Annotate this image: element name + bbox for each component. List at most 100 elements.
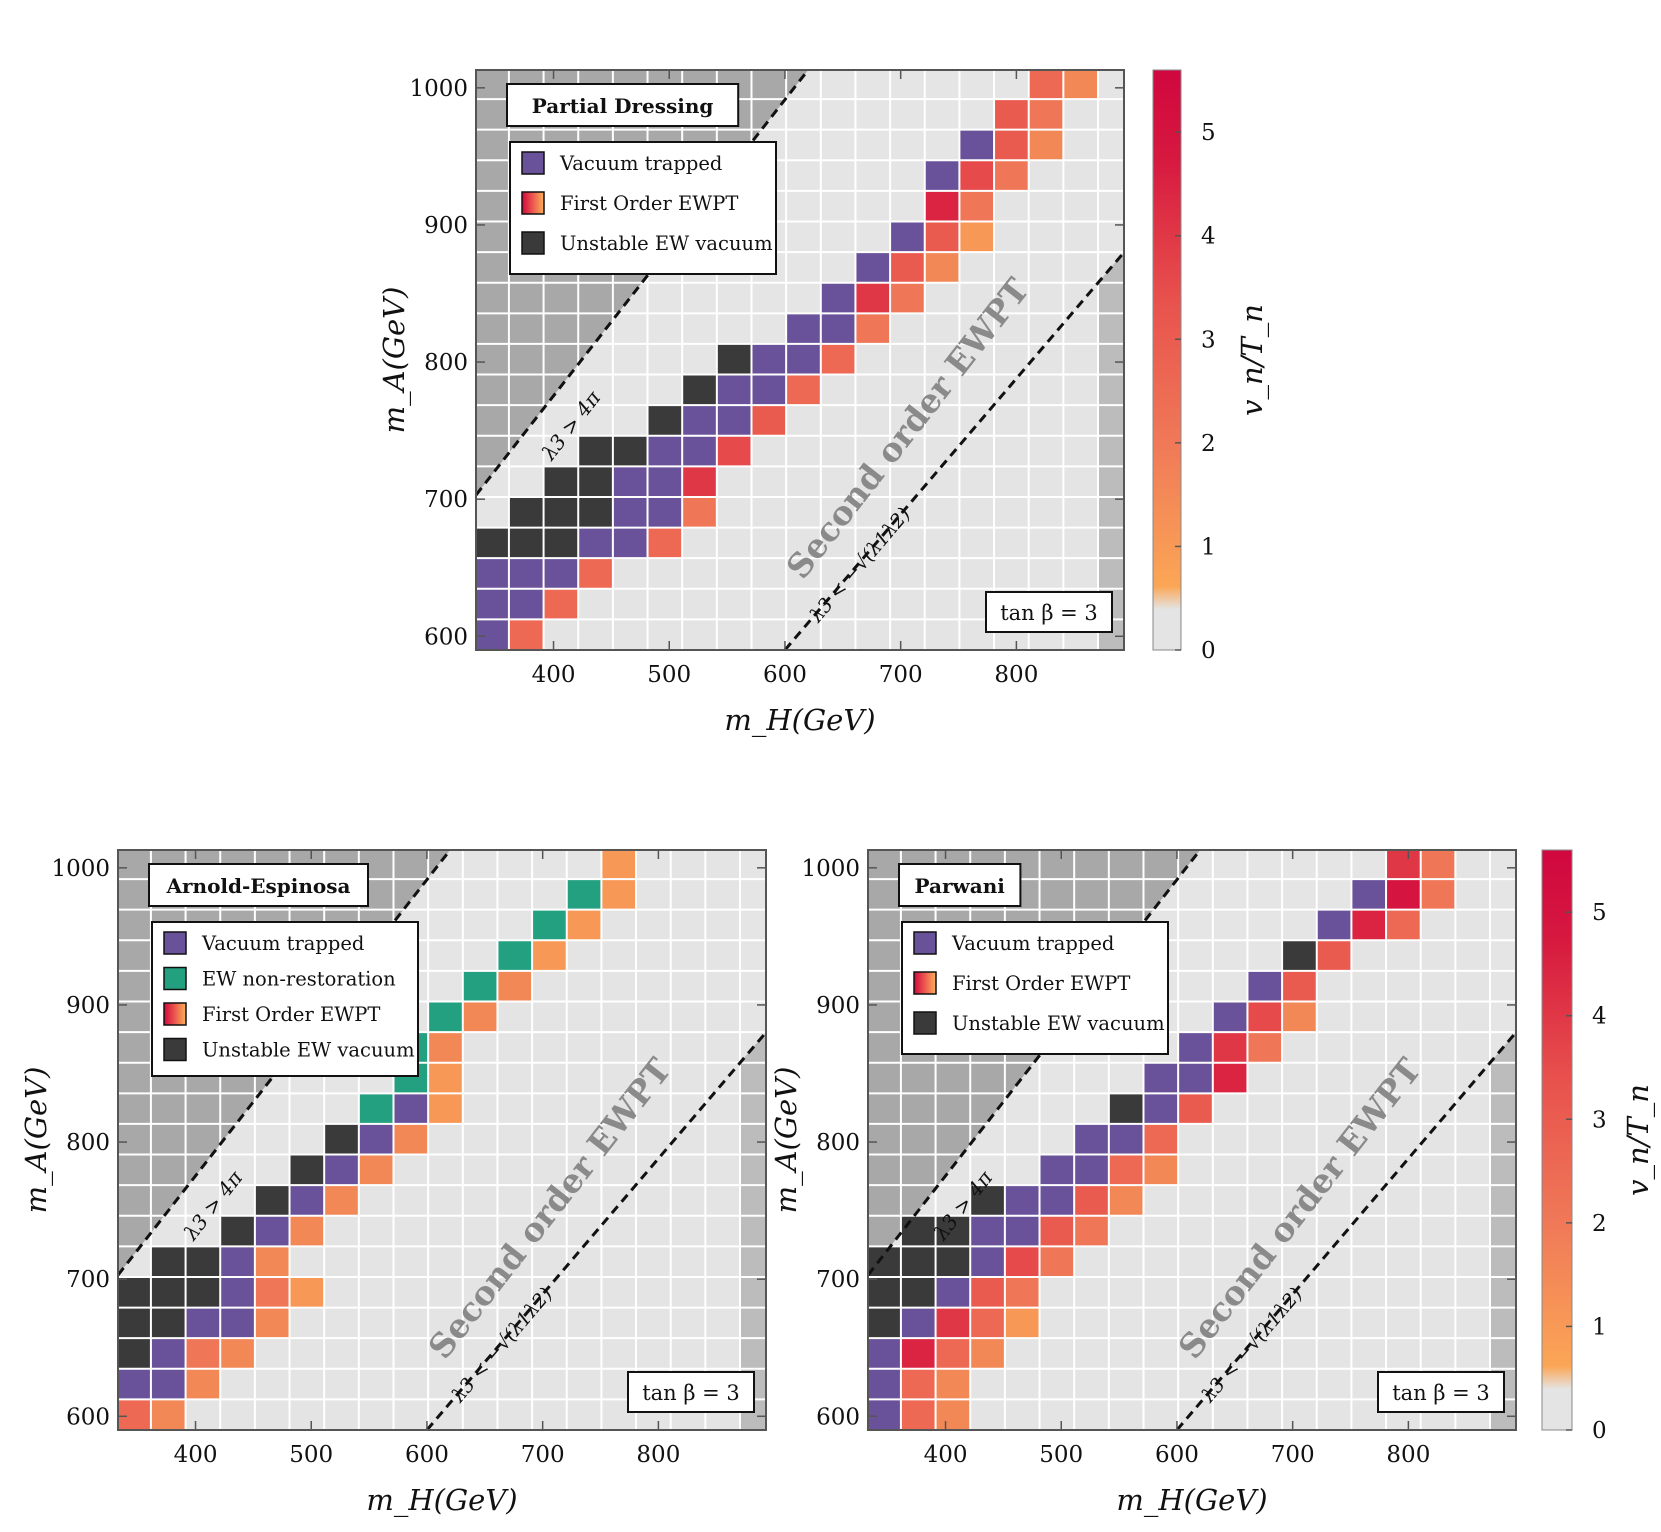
heatmap-cell: [393, 1307, 429, 1339]
y-axis-label: m_A(GeV): [769, 1067, 804, 1214]
heatmap-cell: [890, 374, 925, 406]
heatmap-cell: [1420, 1062, 1456, 1094]
heatmap-cell: [868, 1368, 901, 1400]
heatmap-cell: [935, 1246, 971, 1277]
heatmap-cell: [358, 1093, 394, 1124]
panel-title-box: Arnold-Espinosa: [148, 863, 369, 907]
heatmap-cell: [705, 1185, 741, 1216]
heatmap-cell: [462, 1368, 498, 1400]
heatmap-cell: [324, 1338, 359, 1369]
heatmap-cell: [428, 1185, 463, 1216]
heatmap-cell: [1028, 160, 1064, 191]
heatmap-cell: [716, 374, 752, 406]
heatmap-cell: [855, 558, 891, 589]
heatmap-cell: [1316, 1062, 1352, 1094]
heatmap-cell: [543, 527, 579, 559]
heatmap-cell: [924, 313, 960, 344]
heatmap-cell: [118, 1307, 151, 1339]
heatmap-cell: [532, 909, 567, 941]
heatmap-cell: [682, 527, 717, 559]
heatmap-cell: [820, 435, 856, 467]
heatmap-cell: [890, 282, 925, 314]
heatmap-cell: [1063, 129, 1099, 161]
heatmap-cell: [1282, 1368, 1317, 1400]
heatmap-cell: [1247, 1185, 1283, 1216]
heatmap-cell: [647, 619, 683, 650]
heatmap-cell: [185, 1246, 221, 1277]
heatmap-cell: [1178, 1032, 1213, 1063]
heatmap-cell: [994, 252, 1029, 283]
heatmap-cell: [254, 1246, 290, 1277]
heatmap-cell: [716, 405, 752, 436]
heatmap-cell: [1386, 1001, 1421, 1033]
heatmap-cell: [855, 466, 891, 497]
heatmap-cell: [1039, 1215, 1075, 1247]
heatmap-cell: [150, 1338, 186, 1369]
heatmap-cell: [428, 1032, 463, 1063]
heatmap-cell: [1455, 940, 1491, 971]
heatmap-cell: [959, 374, 995, 406]
heatmap-cell: [900, 1276, 936, 1308]
heatmap-cell: [994, 313, 1029, 344]
heatmap-cell: [358, 1399, 394, 1430]
heatmap-cell: [820, 405, 856, 436]
heatmap-cell: [601, 1093, 637, 1124]
heatmap-cell: [994, 99, 1029, 130]
heatmap-cell: [855, 588, 891, 620]
heatmap-cell: [994, 129, 1029, 161]
heatmap-cell: [1108, 1307, 1144, 1339]
heatmap-cell: [1420, 1185, 1456, 1216]
heatmap-cell: [532, 1001, 567, 1033]
heatmap-cell: [820, 588, 856, 620]
heatmap-cell: [601, 1185, 637, 1216]
heatmap-cell: [751, 588, 787, 620]
heatmap-cell: [1386, 850, 1421, 880]
heatmap-cell: [185, 1338, 221, 1369]
colorbar-tick-label: 2: [1592, 1211, 1607, 1237]
heatmap-cell: [1351, 1246, 1387, 1277]
heatmap-cell: [935, 1276, 971, 1308]
heatmap-cell: [118, 1399, 151, 1430]
heatmap-cell: [1386, 1307, 1421, 1339]
heatmap-cell: [497, 1062, 533, 1094]
heatmap-cell: [1212, 1062, 1248, 1094]
heatmap-cell: [254, 1185, 290, 1216]
heatmap-cell: [1212, 1368, 1248, 1400]
legend-label: First Order EWPT: [202, 1003, 380, 1026]
heatmap-cell: [636, 1338, 671, 1369]
heatmap-cell: [1178, 1338, 1213, 1369]
heatmap-cell: [497, 1368, 533, 1400]
heatmap-cell: [1178, 1276, 1213, 1308]
heatmap-cell: [428, 1123, 463, 1155]
heatmap-cell: [705, 1032, 741, 1063]
y-tick-label: 600: [66, 1404, 110, 1430]
heatmap-cell: [566, 879, 602, 910]
heatmap-cell: [1039, 1246, 1075, 1277]
heatmap-cell: [601, 1123, 637, 1155]
heatmap-cell: [820, 343, 856, 375]
heatmap-cell: [935, 1307, 971, 1339]
heatmap-cell: [612, 435, 648, 467]
heatmap-cell: [324, 1368, 359, 1400]
heatmap-cell: [566, 1032, 602, 1063]
x-tick-label: 600: [763, 662, 807, 688]
heatmap-cell: [890, 252, 925, 283]
heatmap-cell: [820, 558, 856, 589]
heatmap-cell: [1039, 1154, 1075, 1186]
heatmap-cell: [1351, 1185, 1387, 1216]
heatmap-cell: [1178, 1307, 1213, 1339]
heatmap-cell: [1351, 1338, 1387, 1369]
heatmap-cell: [1282, 1399, 1317, 1430]
heatmap-cell: [462, 1246, 498, 1277]
heatmap-cell: [855, 343, 891, 375]
heatmap-cell: [1247, 1276, 1283, 1308]
heatmap-cell: [1212, 1338, 1248, 1369]
heatmap-cell: [601, 1032, 637, 1063]
heatmap-cell: [751, 343, 787, 375]
heatmap-cell: [820, 282, 856, 314]
heatmap-cell: [1143, 1368, 1179, 1400]
heatmap-cell: [1108, 1154, 1144, 1186]
